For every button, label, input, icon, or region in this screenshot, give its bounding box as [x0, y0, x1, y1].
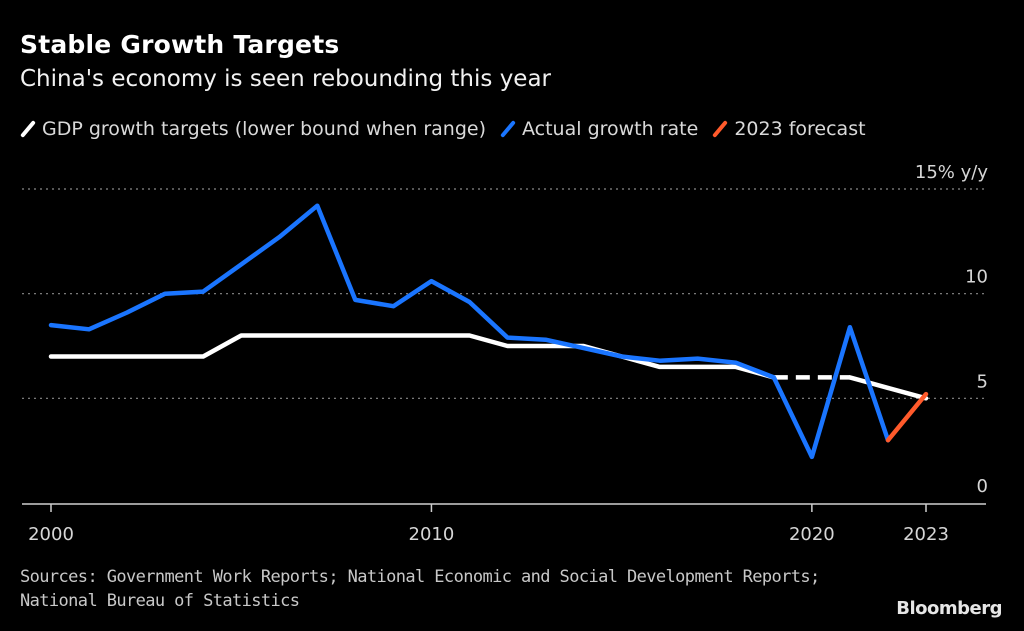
point-gdp-growth-targets-lower-bound-when-range-2013 [543, 344, 548, 349]
legend-item-targets: GDP growth targets (lower bound when ran… [20, 118, 486, 140]
point-actual-growth-rate-2010 [429, 279, 434, 284]
point-actual-growth-rate-2014 [581, 346, 586, 351]
point-actual-growth-rate-2016 [657, 358, 662, 363]
point-gdp-growth-targets-lower-bound-when-range-2002 [125, 354, 130, 359]
point-gdp-growth-targets-lower-bound-when-range-2022 [885, 385, 890, 390]
point-actual-growth-rate-2019 [771, 375, 776, 380]
point-gdp-growth-targets-lower-bound-when-range-2005 [239, 333, 244, 338]
point-gdp-growth-targets-lower-bound-when-range-2021 [847, 375, 852, 380]
point-gdp-growth-targets-lower-bound-when-range-2012 [505, 344, 510, 349]
tick-labels: 0 5 10 15% y/y 2000 2010 2020 2023 [28, 162, 988, 545]
x-tick-label-2020: 2020 [789, 524, 835, 545]
point-gdp-growth-targets-lower-bound-when-range-2004 [201, 354, 206, 359]
chart-subtitle: China's economy is seen rebounding this … [20, 66, 552, 92]
legend-item-forecast: 2023 forecast [712, 118, 866, 140]
point-gdp-growth-targets-lower-bound-when-range-2000 [49, 354, 54, 359]
point-gdp-growth-targets-lower-bound-when-range-2010 [429, 333, 434, 338]
legend-label-actual: Actual growth rate [522, 118, 699, 140]
point-actual-growth-rate-2002 [125, 310, 130, 315]
point-gdp-growth-targets-lower-bound-when-range-2011 [467, 333, 472, 338]
series-2023-forecast-line [885, 391, 929, 443]
point-gdp-growth-targets-lower-bound-when-range-2003 [163, 354, 168, 359]
point-gdp-growth-targets-lower-bound-when-range-2008 [353, 333, 358, 338]
legend: GDP growth targets (lower bound when ran… [20, 118, 880, 140]
point-2023-forecast-2022 [885, 438, 890, 443]
point-gdp-growth-targets-lower-bound-when-range-2007 [315, 333, 320, 338]
point-actual-growth-rate-2015 [619, 354, 624, 359]
bloomberg-logo: Bloomberg [896, 598, 1002, 619]
point-actual-growth-rate-2006 [277, 235, 282, 240]
y-tick-label-15: 15% y/y [915, 162, 988, 183]
x-tick-label-2010: 2010 [409, 524, 455, 545]
point-actual-growth-rate-2017 [695, 356, 700, 361]
point-gdp-growth-targets-lower-bound-when-range-2017 [695, 364, 700, 369]
point-actual-growth-rate-2011 [467, 300, 472, 305]
point-actual-growth-rate-2004 [201, 289, 206, 294]
point-actual-growth-rate-2009 [391, 304, 396, 309]
series-gdp-growth-targets-lower-bound-when-range-line-1 [847, 375, 929, 401]
x-tick-label-2000: 2000 [28, 524, 74, 545]
sources-note: Sources: Government Work Reports; Nation… [20, 567, 820, 611]
point-gdp-growth-targets-lower-bound-when-range-2016 [657, 364, 662, 369]
series-actual-growth-rate-line [48, 203, 891, 460]
y-tick-label-5: 5 [977, 371, 988, 392]
chart-title: Stable Growth Targets [20, 30, 340, 59]
point-actual-growth-rate-2005 [239, 262, 244, 267]
point-actual-growth-rate-2003 [163, 291, 168, 296]
gridlines [22, 188, 986, 399]
point-actual-growth-rate-2001 [87, 327, 92, 332]
point-actual-growth-rate-2008 [353, 297, 358, 302]
point-actual-growth-rate-2012 [505, 335, 510, 340]
series-lines [48, 203, 929, 460]
point-actual-growth-rate-2018 [733, 360, 738, 365]
point-actual-growth-rate-2013 [543, 337, 548, 342]
point-actual-growth-rate-2020 [809, 454, 814, 459]
legend-label-forecast: 2023 forecast [734, 118, 866, 140]
point-2023-forecast-2023 [924, 392, 929, 397]
x-axis [22, 503, 986, 512]
y-tick-label-10: 10 [965, 267, 988, 288]
point-gdp-growth-targets-lower-bound-when-range-2009 [391, 333, 396, 338]
point-actual-growth-rate-2021 [847, 325, 852, 330]
x-tick-label-2023: 2023 [903, 524, 949, 545]
legend-item-actual: Actual growth rate [500, 118, 698, 140]
point-gdp-growth-targets-lower-bound-when-range-2001 [87, 354, 92, 359]
y-tick-label-0: 0 [977, 476, 988, 497]
point-actual-growth-rate-2000 [49, 323, 54, 328]
legend-label-targets: GDP growth targets (lower bound when ran… [42, 118, 486, 140]
point-gdp-growth-targets-lower-bound-when-range-2006 [277, 333, 282, 338]
point-actual-growth-rate-2007 [315, 203, 320, 208]
series-gdp-growth-targets-lower-bound-when-range-line-0 [48, 333, 777, 380]
